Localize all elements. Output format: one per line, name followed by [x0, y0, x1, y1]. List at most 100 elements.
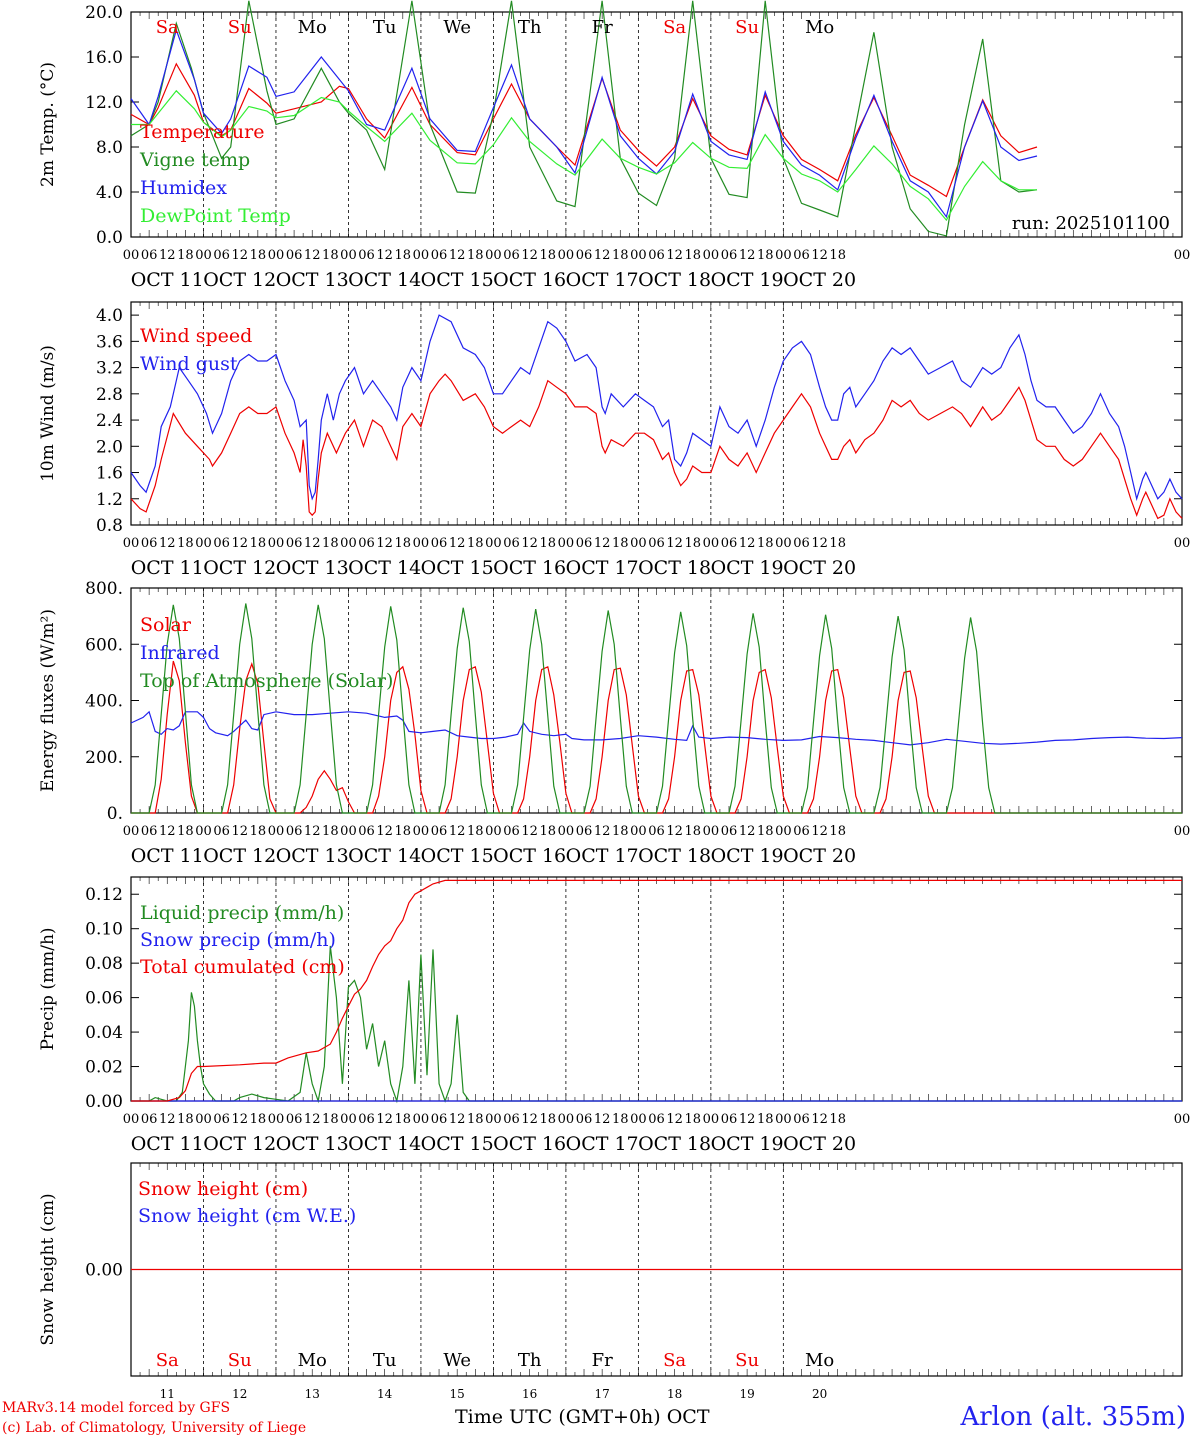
- lab-credit: (c) Lab. of Climatology, University of L…: [2, 1420, 307, 1436]
- hour-label: 06: [141, 248, 158, 263]
- y-tick-label: 20.0: [85, 3, 123, 23]
- date-label: OCT 20: [783, 1133, 856, 1155]
- hour-label: 00: [703, 248, 720, 263]
- hour-label: 12: [159, 536, 176, 551]
- hour-label: 12: [739, 1112, 756, 1127]
- date-label: OCT 20: [783, 269, 856, 291]
- hour-label: 06: [503, 536, 520, 551]
- date-label: OCT 13: [276, 269, 349, 291]
- hour-label: 00: [703, 1112, 720, 1127]
- hour-label: 00: [1174, 536, 1191, 551]
- hour-label: 06: [213, 824, 230, 839]
- date-label: OCT 15: [421, 1133, 494, 1155]
- legend-entry: Wind speed: [140, 325, 252, 347]
- day-number: 17: [594, 1387, 609, 1401]
- hour-label: 00: [485, 248, 502, 263]
- hour-label: 12: [449, 536, 466, 551]
- date-label: OCT 16: [493, 269, 566, 291]
- y-tick-label: 0.8: [96, 516, 123, 536]
- y-tick-label: 0.04: [85, 1023, 123, 1043]
- hour-label: 12: [666, 536, 683, 551]
- y-tick-label: 4.0: [96, 183, 123, 203]
- hour-label: 18: [177, 536, 194, 551]
- date-label: OCT 18: [638, 269, 711, 291]
- y-tick-label: 4.0: [96, 306, 123, 326]
- y-tick-label: 0.02: [85, 1058, 123, 1078]
- hour-label: 12: [739, 536, 756, 551]
- hour-label: 12: [739, 248, 756, 263]
- date-label: OCT 16: [493, 1133, 566, 1155]
- hour-label: 00: [413, 824, 430, 839]
- hour-label: 00: [775, 1112, 792, 1127]
- y-axis-label: Snow height (cm): [38, 1193, 58, 1345]
- series-line: [130, 373, 1183, 520]
- hour-label: 06: [648, 824, 665, 839]
- hour-label: 18: [684, 248, 701, 263]
- day-label: Su: [228, 17, 252, 38]
- hour-label: 18: [250, 824, 267, 839]
- hour-label: 06: [141, 824, 158, 839]
- series-line: [131, 945, 1182, 1104]
- hour-label: 12: [811, 1112, 828, 1127]
- hour-label: 18: [395, 824, 412, 839]
- day-number: 12: [232, 1387, 247, 1401]
- hour-label: 18: [322, 536, 339, 551]
- hour-label: 00: [630, 248, 647, 263]
- hour-label: 00: [340, 248, 357, 263]
- hour-label: 06: [286, 248, 303, 263]
- y-tick-label: 3.2: [96, 359, 123, 379]
- hour-label: 00: [340, 824, 357, 839]
- hour-label: 12: [521, 1112, 538, 1127]
- date-label: OCT 11: [131, 269, 204, 291]
- hour-label: 18: [540, 1112, 557, 1127]
- hour-label: 18: [757, 536, 774, 551]
- hour-label: 12: [521, 824, 538, 839]
- date-label: OCT 13: [276, 1133, 349, 1155]
- hour-label: 12: [231, 536, 248, 551]
- hour-label: 18: [467, 248, 484, 263]
- date-label: OCT 15: [421, 557, 494, 579]
- hour-label: 12: [304, 1112, 321, 1127]
- hour-label: 18: [540, 536, 557, 551]
- day-label: Mo: [805, 1350, 834, 1371]
- hour-label: 00: [268, 1112, 285, 1127]
- hour-label: 06: [141, 536, 158, 551]
- hour-label: 06: [721, 1112, 738, 1127]
- date-label: OCT 18: [638, 557, 711, 579]
- hour-label: 12: [376, 1112, 393, 1127]
- hour-label: 12: [376, 248, 393, 263]
- day-label: Th: [518, 1350, 542, 1371]
- date-label: OCT 14: [348, 1133, 421, 1155]
- day-number: 16: [522, 1387, 537, 1401]
- legend-entry: Top of Atmosphere (Solar): [140, 670, 393, 692]
- day-number: 15: [450, 1387, 465, 1401]
- y-tick-label: 0.0: [96, 228, 123, 248]
- hour-label: 00: [485, 536, 502, 551]
- hour-label: 18: [829, 248, 846, 263]
- hour-label: 06: [503, 824, 520, 839]
- hour-label: 12: [594, 248, 611, 263]
- hour-label: 06: [431, 1112, 448, 1127]
- hour-label: 00: [340, 536, 357, 551]
- date-label: OCT 20: [783, 557, 856, 579]
- y-tick-label: 2.4: [96, 411, 123, 431]
- hour-label: 06: [793, 1112, 810, 1127]
- hour-label: 18: [829, 1112, 846, 1127]
- date-label: OCT 19: [711, 845, 784, 867]
- legend-entry: Temperature: [140, 121, 264, 143]
- run-label: run: 2025101100: [1012, 213, 1170, 234]
- y-axis-label: Precip (mm/h): [38, 927, 58, 1050]
- legend-entry: Liquid precip (mm/h): [140, 902, 344, 924]
- date-label: OCT 16: [493, 557, 566, 579]
- hour-label: 06: [358, 248, 375, 263]
- y-tick-label: 400.: [85, 692, 123, 712]
- date-label: OCT 14: [348, 557, 421, 579]
- date-label: OCT 11: [131, 845, 204, 867]
- legend-entry: Snow precip (mm/h): [140, 929, 336, 951]
- hour-label: 18: [395, 248, 412, 263]
- y-tick-label: 1.6: [96, 464, 123, 484]
- y-axis-label: Energy fluxes (W/m²): [38, 609, 58, 792]
- date-label: OCT 13: [276, 557, 349, 579]
- hour-label: 06: [793, 536, 810, 551]
